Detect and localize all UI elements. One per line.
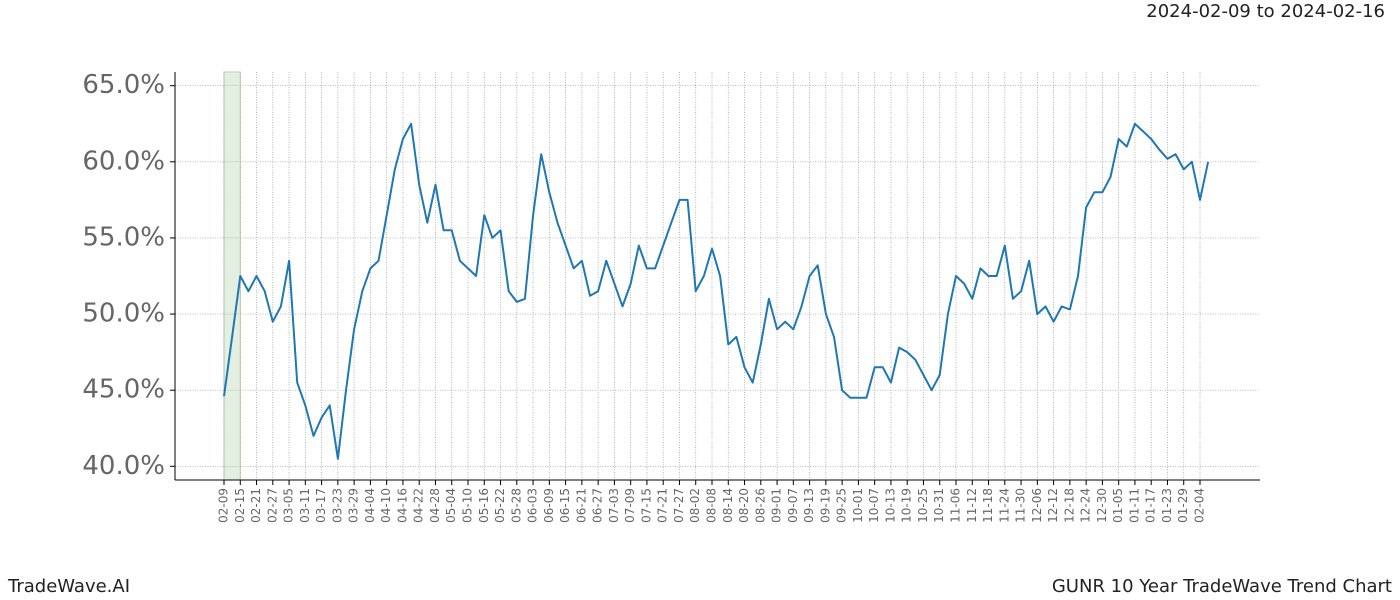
x-tick-label: 11-24 (997, 488, 1011, 523)
x-tick-label: 02-04 (1193, 488, 1207, 523)
y-tick-label: 45.0% (82, 375, 165, 405)
x-tick-label: 07-21 (656, 488, 670, 523)
x-tick-label: 05-10 (461, 488, 475, 523)
x-tick-label: 09-13 (802, 488, 816, 523)
x-tick-label: 09-25 (835, 488, 849, 523)
x-tick-label: 04-16 (395, 488, 409, 523)
x-tick-label: 06-27 (591, 488, 605, 523)
x-tick-label: 12-24 (1079, 488, 1093, 523)
x-tick-label: 03-11 (298, 488, 312, 523)
x-tick-label: 05-28 (509, 488, 523, 523)
x-tick-label: 02-21 (249, 488, 263, 523)
x-tick-label: 11-12 (965, 488, 979, 523)
x-tick-label: 01-11 (1127, 488, 1141, 523)
x-tick-label: 07-09 (623, 488, 637, 523)
x-tick-label: 03-29 (347, 488, 361, 523)
y-tick-label: 50.0% (82, 299, 165, 329)
y-tick-label: 60.0% (82, 146, 165, 176)
x-tick-label: 12-12 (1046, 488, 1060, 523)
trend-line (223, 122, 1210, 460)
x-tick-label: 02-09 (217, 488, 231, 523)
x-tick-label: 10-25 (916, 488, 930, 523)
x-tick-label: 12-18 (1062, 488, 1076, 523)
x-tick-label: 10-13 (883, 488, 897, 523)
x-tick-label: 07-15 (639, 488, 653, 523)
y-tick-label: 65.0% (82, 70, 165, 100)
x-tick-label: 07-03 (607, 488, 621, 523)
x-tick-label: 08-20 (737, 488, 751, 523)
x-tick-label: 05-22 (493, 488, 507, 523)
x-tick-label: 08-14 (721, 488, 735, 523)
y-tick-label: 40.0% (82, 451, 165, 481)
highlight-band (223, 71, 241, 481)
x-tick-label: 03-17 (314, 488, 328, 523)
x-tick-label: 12-06 (1030, 488, 1044, 523)
x-tick-label: 11-06 (949, 488, 963, 523)
x-tick-label: 04-22 (412, 488, 426, 523)
x-tick-label: 03-23 (330, 488, 344, 523)
x-tick-label: 09-07 (786, 488, 800, 523)
x-tick-label: 11-30 (1014, 488, 1028, 523)
x-tick-label: 06-03 (526, 488, 540, 523)
x-tick-label: 04-28 (428, 488, 442, 523)
x-tick-label: 01-29 (1176, 488, 1190, 523)
x-tick-label: 06-21 (574, 488, 588, 523)
x-tick-label: 08-08 (705, 488, 719, 523)
x-tick-label: 09-01 (770, 488, 784, 523)
x-tick-label: 06-09 (542, 488, 556, 523)
x-tick-label: 01-23 (1160, 488, 1174, 523)
x-tick-label: 07-27 (672, 488, 686, 523)
x-tick-label: 04-10 (379, 488, 393, 523)
x-tick-label: 08-02 (688, 488, 702, 523)
chart-title: GUNR 10 Year TradeWave Trend Chart (1052, 576, 1392, 597)
x-tick-label: 10-31 (932, 488, 946, 523)
x-tick-label: 08-26 (753, 488, 767, 523)
date-range: 2024-02-09 to 2024-02-16 (1146, 1, 1385, 22)
x-tick-label: 10-01 (851, 488, 865, 523)
x-tick-label: 03-05 (282, 488, 296, 523)
x-tick-label: 10-07 (867, 488, 881, 523)
x-tick-label: 04-04 (363, 488, 377, 523)
x-tick-label: 02-15 (233, 488, 247, 523)
x-tick-label: 05-04 (444, 488, 458, 523)
x-tick-label: 09-19 (818, 488, 832, 523)
x-tick-label: 05-16 (477, 488, 491, 523)
x-tick-label: 12-30 (1095, 488, 1109, 523)
x-tick-label: 11-18 (981, 488, 995, 523)
y-tick-label: 55.0% (82, 222, 165, 252)
brand: TradeWave.AI (7, 576, 130, 597)
x-tick-label: 01-17 (1144, 488, 1158, 523)
x-tick-label: 02-27 (265, 488, 279, 523)
x-tick-label: 10-19 (900, 488, 914, 523)
x-tick-label: 06-15 (558, 488, 572, 523)
x-tick-label: 01-05 (1111, 488, 1125, 523)
